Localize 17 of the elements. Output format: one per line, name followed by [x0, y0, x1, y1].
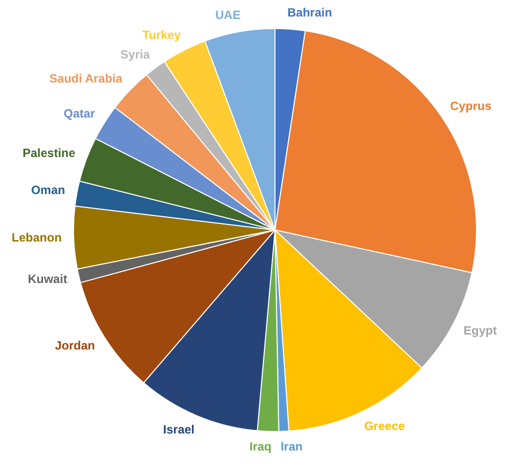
slice-label: Syria — [120, 47, 150, 62]
slice-label: Kuwait — [28, 272, 68, 286]
slice-label: UAE — [215, 8, 241, 22]
slice-label: Oman — [31, 182, 66, 197]
slice-label: Lebanon — [12, 230, 62, 245]
slice-label: Cyprus — [450, 98, 492, 113]
slice-label: Palestine — [22, 146, 76, 160]
slice-label: Bahrain — [287, 5, 332, 20]
slice-label: Jordan — [54, 338, 95, 352]
slice-label: Israel — [163, 422, 195, 437]
slice-label: Iran — [280, 440, 303, 454]
slice-label: Saudi Arabia — [49, 71, 123, 86]
slice-label: Turkey — [142, 28, 182, 42]
slice-label: Greece — [364, 418, 406, 433]
slice-label: Qatar — [64, 106, 96, 120]
slice-label: Iraq — [249, 440, 272, 454]
slice-label: Egypt — [464, 323, 497, 338]
